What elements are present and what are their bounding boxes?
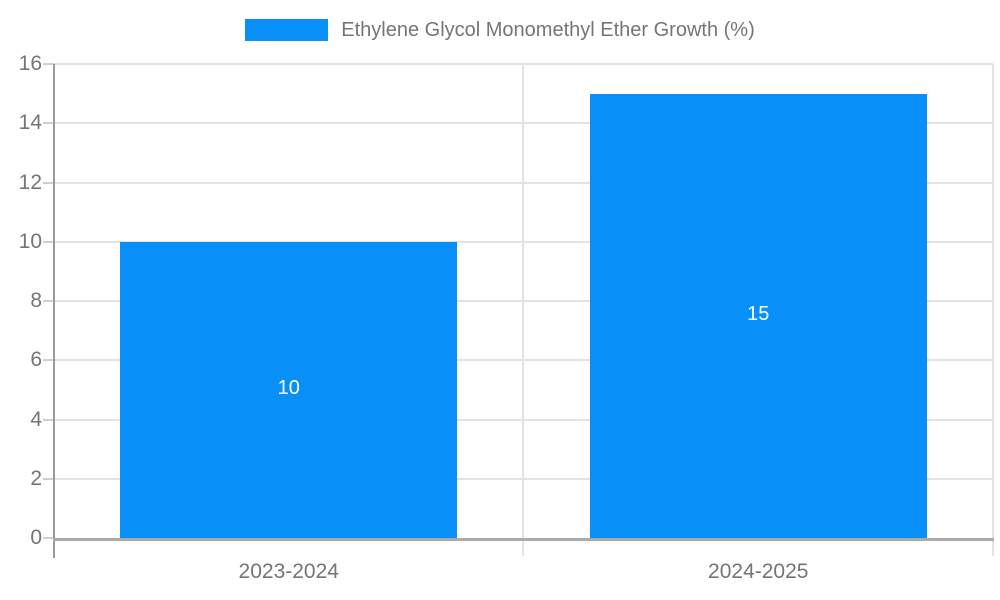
category-divider xyxy=(991,64,994,556)
y-axis-tick-label: 6 xyxy=(30,348,42,372)
y-axis-line xyxy=(53,64,55,558)
y-axis-tick-label: 12 xyxy=(18,170,42,194)
y-axis-tick-mark xyxy=(43,537,54,539)
y-axis-tick-label: 16 xyxy=(18,52,42,75)
y-axis-tick-mark xyxy=(43,300,54,302)
x-axis-line xyxy=(53,538,994,541)
y-axis-tick-mark xyxy=(43,477,54,480)
y-axis-tick-mark xyxy=(43,63,54,65)
y-axis-tick-mark xyxy=(43,181,54,184)
y-axis-tick-label: 0 xyxy=(30,526,42,549)
y-axis-tick-label: 10 xyxy=(18,229,42,253)
bar-2023-2024: 10 xyxy=(120,241,458,538)
y-axis-tick-label: 4 xyxy=(30,407,42,431)
bar-value-label: 15 xyxy=(747,302,770,325)
category-divider xyxy=(522,64,524,556)
y-axis-tick-label: 14 xyxy=(18,111,42,135)
y-axis-tick-mark xyxy=(43,418,54,421)
y-axis-tick-mark xyxy=(43,122,54,125)
x-axis-category-label: 2024-2025 xyxy=(708,560,809,583)
bar-value-label: 10 xyxy=(277,376,300,399)
legend: Ethylene Glycol Monomethyl Ether Growth … xyxy=(0,16,1000,44)
bar-2024-2025: 15 xyxy=(589,93,927,538)
y-axis-tick-label: 2 xyxy=(30,466,42,490)
x-axis-category-label: 2023-2024 xyxy=(238,560,339,583)
legend-label: Ethylene Glycol Monomethyl Ether Growth … xyxy=(341,18,755,41)
y-axis-tick-mark xyxy=(43,240,54,243)
legend-swatch xyxy=(245,19,329,41)
y-axis-tick-label: 8 xyxy=(30,289,42,312)
y-axis-tick-mark xyxy=(43,359,54,362)
